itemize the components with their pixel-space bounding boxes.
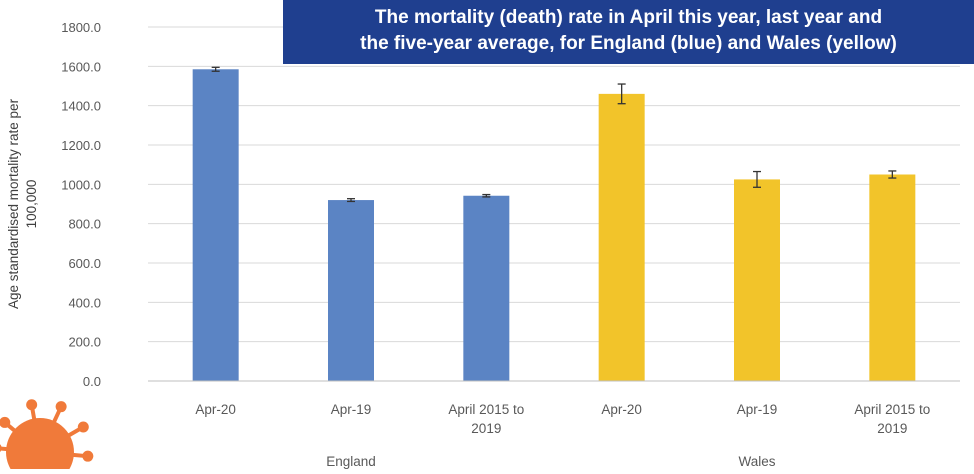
y-tick-label: 0.0 [83, 374, 101, 389]
chart-title-line-1: The mortality (death) rate in April this… [374, 7, 883, 28]
gridlines [148, 26, 960, 343]
y-axis-label: Age standardised mortality rate per [6, 98, 21, 309]
y-tick-label: 1600.0 [61, 59, 101, 74]
group-label: England [326, 454, 376, 469]
y-tick-label: 800.0 [68, 217, 101, 232]
bars [192, 66, 916, 382]
y-tick-label: 1000.0 [61, 177, 101, 192]
y-tick-label: 1200.0 [61, 138, 101, 153]
bar [598, 93, 645, 381]
virus-icon [0, 399, 94, 474]
x-tick-label: April 2015 to [448, 402, 524, 417]
bar [463, 195, 510, 381]
x-tick-label: Apr-19 [737, 402, 778, 417]
y-tick-label: 400.0 [68, 295, 101, 310]
chart-title-line-2: the five-year average, for England (blue… [360, 33, 897, 54]
x-tick-label: 2019 [877, 421, 907, 436]
y-tick-label: 1400.0 [61, 99, 101, 114]
bar [328, 200, 374, 381]
bar [734, 179, 780, 381]
x-tick-label: Apr-20 [195, 402, 236, 417]
y-tick-label: 600.0 [68, 256, 101, 271]
y-tick-label: 1800.0 [61, 20, 101, 35]
x-tick-label: 2019 [471, 421, 501, 436]
x-tick-label: Apr-19 [331, 402, 372, 417]
chart-title: The mortality (death) rate in April this… [283, 0, 974, 64]
y-tick-label: 200.0 [68, 335, 101, 350]
labels: 0.0 200.0 400.0 600.0 800.0 1000.0 1200.0 1400.… [6, 20, 930, 469]
x-tick-label: April 2015 to [854, 402, 930, 417]
bar [869, 174, 916, 381]
x-tick-label: Apr-20 [601, 402, 642, 417]
group-label: Wales [738, 454, 775, 469]
bar [192, 69, 239, 382]
y-axis-label: 100,000 [24, 180, 39, 229]
